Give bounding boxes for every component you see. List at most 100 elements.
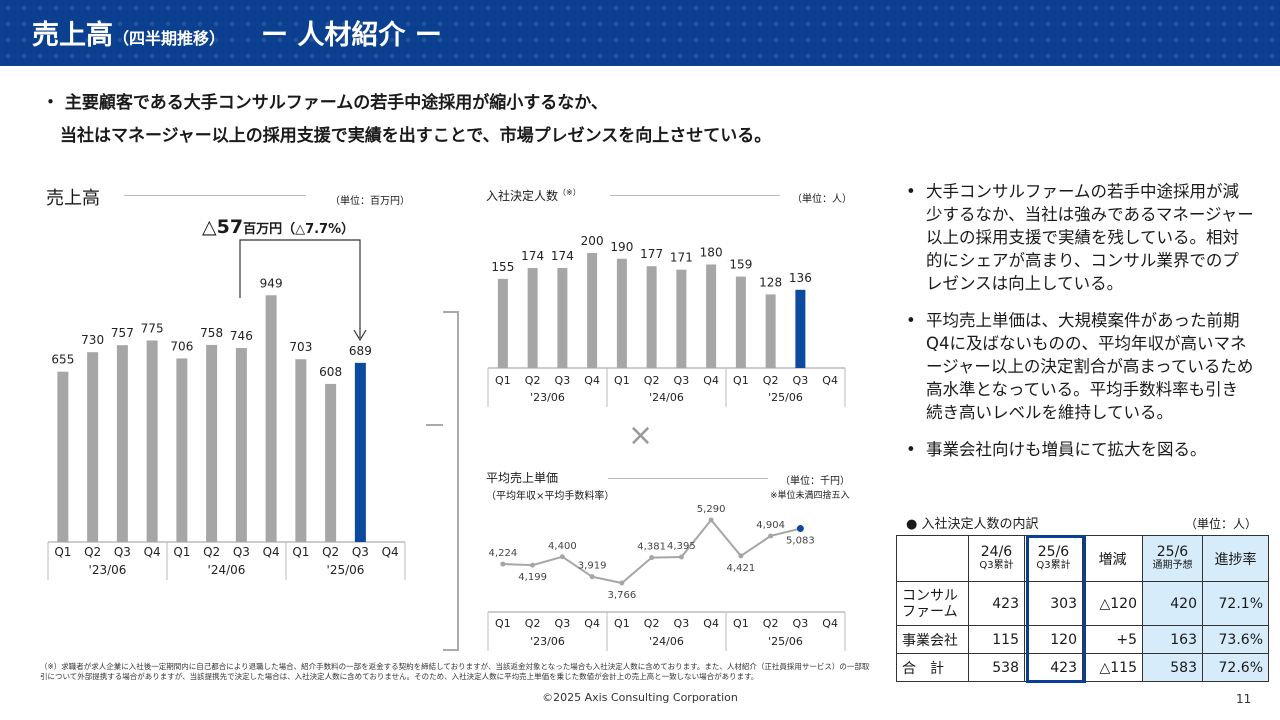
tick-label: Q2 [763,617,779,630]
table-header-cell: 増減 [1082,535,1143,582]
bar [265,295,277,542]
row-label-line: ファーム [902,603,958,620]
bar [325,383,337,542]
tick-label: Q4 [584,374,600,387]
group-label: '23/06 [530,391,565,404]
tick-label: Q4 [144,545,161,559]
group-label: '24/06 [208,563,246,577]
table-cell: +5 [1082,625,1143,654]
tick-label: Q2 [525,617,541,630]
bar [557,267,568,368]
data-label: 159 [729,258,752,272]
tick-label: Q2 [763,374,779,387]
group-label: '24/06 [649,635,684,648]
bar [735,276,746,368]
data-point [530,562,536,568]
table-cell: 420 [1142,581,1203,626]
table-header-cell: 25/6 通期予想 [1142,535,1203,582]
data-label: 757 [111,326,134,340]
tick-label: Q3 [233,545,250,559]
intro-line-2: 当社はマネージャー以上の採用支援で実績を出すことで、市場プレゼンスを向上させてい… [60,126,772,146]
data-label: 608 [319,365,342,379]
data-point [738,553,744,559]
data-label: 174 [521,249,544,263]
row-label: コンサル ファーム [896,581,969,626]
column-highlight-frame [1026,535,1086,683]
table-header-cell: 24/6 Q3累計 [968,535,1025,582]
data-label: 4,381 [637,542,666,553]
group-label: '25/06 [768,391,803,404]
bar [116,345,128,542]
data-label: 180 [700,246,723,260]
tick-label: Q2 [84,545,101,559]
table-cell: 72.6% [1202,653,1269,682]
sales-change-label: △57百万円（△7.7%） [202,216,354,238]
bar [146,340,158,542]
data-label: 200 [581,234,604,248]
table-row: 合 計 538 423 △115 583 72.6% [896,653,1269,682]
commentary-item: 大手コンサルファームの若手中途採用が減少するなか、当社は強みであるマネージャー以… [904,180,1254,295]
table-cell: 120 [1024,625,1083,654]
tick-label: Q3 [674,374,690,387]
breakdown-title: ● 入社決定人数の内訳 [906,517,1039,532]
tick-label: Q1 [614,617,630,630]
bar [706,264,717,368]
tick-label: Q4 [822,374,838,387]
hires-title-text: 入社決定人数 [486,189,559,203]
bar [57,371,69,542]
breakdown-table: 24/6 Q3累計 25/6 Q3累計 増減 25/6 通期予想 進捗率 コンサル ファ… [896,535,1269,682]
table-cell: 583 [1142,653,1203,682]
data-label: 689 [349,344,372,358]
price-title-rule [608,478,768,479]
sales-title-rule [124,195,306,196]
title-main: 売上高 [32,20,113,51]
price-chart-subtitle: （平均年収×平均手数料率） [486,491,615,502]
tick-label: Q2 [322,545,339,559]
bar [795,289,806,368]
data-label: 730 [81,333,104,347]
tick-label: Q1 [614,374,630,387]
group-label: '25/06 [768,635,803,648]
data-label: 775 [141,322,164,336]
tick-label: Q2 [203,545,220,559]
hires-unit: （単位：人） [792,194,852,205]
data-label: 190 [610,240,633,254]
sales-change-arrowhead [353,329,367,342]
breakdown-unit: （単位：人） [1185,517,1258,531]
table-cell: 72.1% [1202,581,1269,626]
table-header-cell: 進捗率 [1202,535,1269,582]
hires-chart-title: 入社決定人数（※） [486,187,581,204]
table-cell: △115 [1082,653,1143,682]
header-bottom: 通期予想 [1152,559,1193,571]
header-top: 進捗率 [1214,551,1257,568]
hires-title-rule [610,195,780,196]
data-point [619,580,625,586]
data-label: 171 [670,251,693,265]
tick-label: Q2 [525,374,541,387]
header-top: 25/6 [1156,543,1189,560]
hires-chart: Q1 Q2 Q3 Q4 Q1 Q2 Q3 Q4 Q1 Q2 Q3 Q4 '23/06 '24/06 '25/… [487,234,846,407]
data-point [649,555,655,561]
table-cell: △120 [1082,581,1143,626]
commentary-item: 平均売上単価は、大規模案件があった前期Q4に及ばないものの、平均年収が高いマネー… [904,309,1254,424]
data-label: 5,290 [697,504,726,515]
header-bottom: Q3累計 [1036,559,1071,571]
data-point [796,525,804,533]
row-label-line: コンサル [902,587,958,604]
price-unit: （単位：千円） [780,476,850,487]
tick-label: Q4 [703,617,719,630]
data-label: 4,199 [518,572,547,583]
commentary-item: 事業会社向けも増員にて拡大を図る。 [904,438,1254,461]
price-chart: Q1 Q2 Q3 Q4 Q1 Q2 Q3 Q4 Q1 Q2 Q3 Q4 '23/06 '24/06 '25/… [487,504,846,651]
bar [676,269,687,368]
data-label: 655 [51,353,74,367]
header-top: 24/6 [980,543,1013,560]
bar [587,253,598,368]
data-label: 3,919 [578,561,607,572]
tick-label: Q1 [173,545,190,559]
tick-label: Q1 [292,545,309,559]
group-label: '25/06 [327,563,365,577]
data-label: 4,421 [727,563,756,574]
group-label: '24/06 [649,391,684,404]
